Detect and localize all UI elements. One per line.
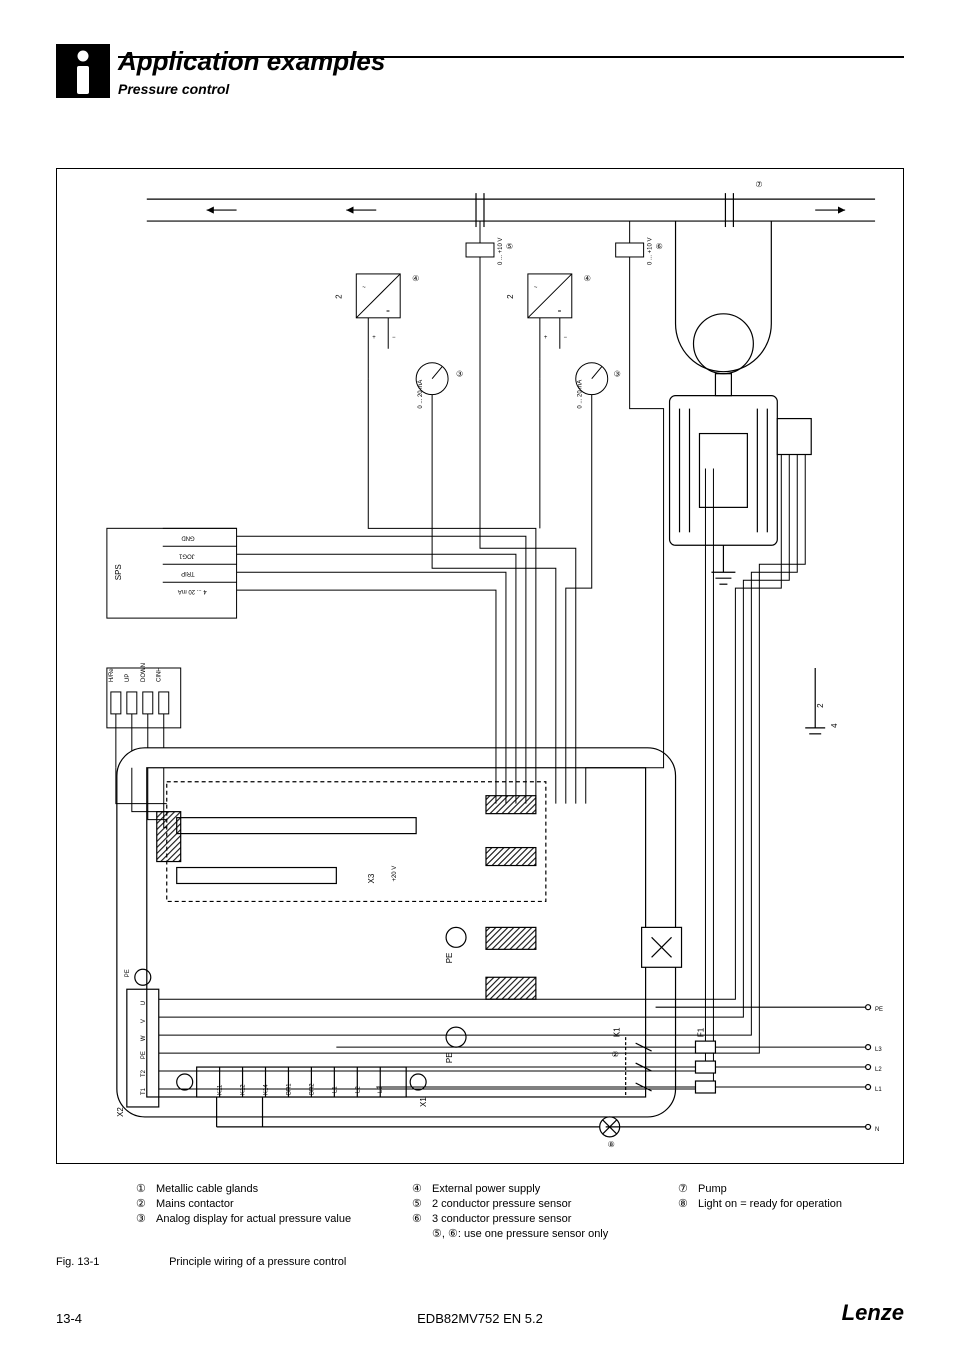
svg-text:0 ... 20 mA: 0 ... 20 mA [418,380,424,409]
figure-label: Fig. 13-1 [56,1256,166,1268]
svg-text:~: ~ [362,285,366,291]
controller: X3 +20 V PE PE X1 [116,748,682,1117]
legend-text: 2 conductor pressure sensor [432,1198,571,1210]
svg-text:−: − [392,335,396,341]
svg-text:PE: PE [445,1052,454,1063]
svg-text:SPS: SPS [114,564,123,580]
svg-text:PE: PE [125,969,131,977]
svg-text:②: ② [612,1050,619,1059]
page-subtitle: Pressure control [118,81,385,97]
svg-text:L1: L1 [875,1087,882,1093]
svg-text:TRIP: TRIP [181,570,195,576]
svg-text:X1: X1 [419,1097,428,1107]
wiring-diagram: ⑦ [56,168,904,1164]
svg-text:2: 2 [506,294,515,299]
svg-text:+: + [544,335,548,341]
svg-text:K1: K1 [613,1027,622,1037]
doc-id: EDB82MV752 EN 5.2 [417,1311,543,1326]
legend-text: ⑤, ⑥: use one pressure sensor only [432,1227,608,1240]
page-number: 13-4 [56,1311,82,1326]
svg-text:GND: GND [181,534,195,540]
svg-text:V: V [141,1019,147,1023]
figure-caption: Fig. 13-1 Principle wiring of a pressure… [56,1256,346,1268]
brand-logo: Lenze [842,1300,904,1326]
svg-text:⑤: ⑤ [506,242,513,251]
legend-text: Light on = ready for operation [698,1198,842,1210]
legend-num: ⑤ [412,1197,432,1210]
sps-block: SPS GND JOG1 TRIP 4 ... 20 mA [107,528,237,618]
pipe: ⑦ [147,180,875,227]
legend-num: ① [136,1182,156,1195]
legend-num: ② [136,1197,156,1210]
legend-text: Analog display for actual pressure value [156,1213,351,1225]
figure-text: Principle wiring of a pressure control [169,1256,346,1268]
svg-text:K11: K11 [218,1084,224,1095]
legend-text: Pump [698,1183,727,1195]
pump-motor [670,221,812,584]
svg-text:0 ... +10 V: 0 ... +10 V [498,238,504,265]
legend-text: 3 conductor pressure sensor [432,1213,571,1225]
svg-text:=: = [386,309,390,315]
svg-text:F1: F1 [696,1027,705,1037]
page-footer: 13-4 EDB82MV752 EN 5.2 Lenze [56,1300,904,1326]
svg-text:0 ... 20 mA: 0 ... 20 mA [578,380,584,409]
svg-text:0 ... +10 V: 0 ... +10 V [648,238,654,265]
svg-text:PE: PE [445,953,454,964]
svg-text:X3: X3 [367,873,376,883]
svg-text:PE: PE [141,1051,147,1059]
legend-text: Metallic cable glands [156,1183,258,1195]
svg-text:L2: L2 [875,1067,882,1073]
svg-text:U: U [141,1001,147,1005]
svg-text:~: ~ [534,285,538,291]
svg-text:PE: PE [875,1007,883,1013]
svg-text:+20 V: +20 V [392,866,398,882]
svg-text:W: W [141,1035,147,1041]
svg-text:④: ④ [412,274,419,283]
legend-num: ④ [412,1182,432,1195]
diagram-legend: ①Metallic cable glands ②Mains contactor … [136,1182,906,1240]
svg-text:N: N [875,1127,879,1133]
legend-num: ③ [136,1212,156,1225]
svg-text:+: + [372,335,376,341]
svg-text:H/Re: H/Re [109,668,115,682]
svg-text:−: − [564,335,568,341]
svg-text:2: 2 [816,703,825,708]
info-icon [56,44,110,98]
svg-text:L3: L3 [875,1047,882,1053]
svg-text:CINH: CINH [157,667,163,682]
svg-text:JOG1: JOG1 [178,552,194,558]
svg-text:=: = [558,309,562,315]
svg-text:⑥: ⑥ [656,242,663,251]
svg-text:X2: X2 [116,1107,125,1117]
legend-num: ⑦ [678,1182,698,1195]
svg-text:T1: T1 [141,1087,147,1095]
legend-num: ⑧ [678,1197,698,1210]
legend-text: External power supply [432,1183,540,1195]
svg-text:④: ④ [584,274,591,283]
svg-text:⑦: ⑦ [755,180,762,189]
legend-text: Mains contactor [156,1198,234,1210]
svg-text:⑧: ⑧ [608,1140,615,1149]
svg-text:③: ③ [456,370,463,379]
page-title: Application examples [118,46,385,77]
svg-text:4: 4 [830,723,839,728]
page-header: Application examples Pressure control [118,46,385,97]
legend-num: ⑥ [412,1212,432,1225]
svg-text:DOWN: DOWN [141,663,147,682]
sensor-left: ⑤ 0 ... +10 V ~ = ④ 2 + − ③ 0 ... 20 mA [334,221,513,409]
svg-text:UP: UP [125,674,131,682]
svg-text:③: ③ [614,370,621,379]
svg-text:4 ... 20 mA: 4 ... 20 mA [178,588,207,594]
svg-text:2: 2 [334,294,343,299]
svg-text:T2: T2 [141,1069,147,1077]
